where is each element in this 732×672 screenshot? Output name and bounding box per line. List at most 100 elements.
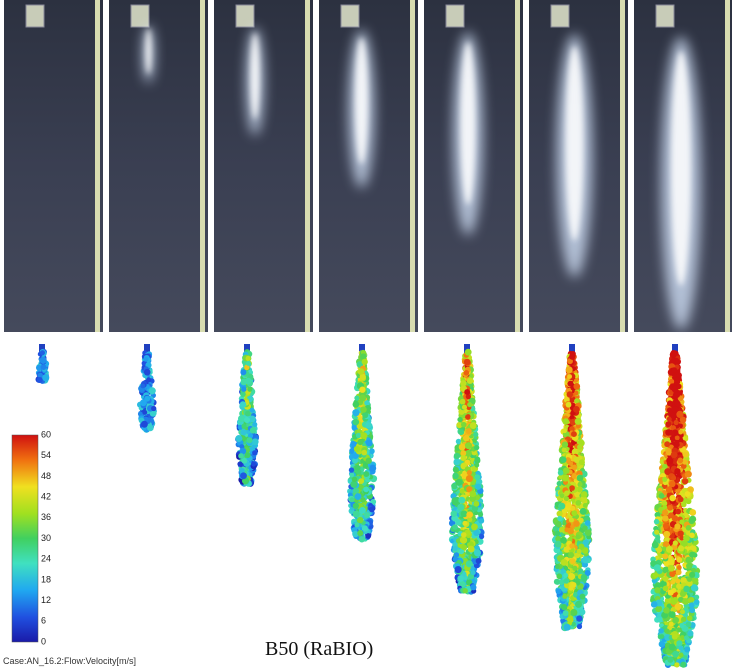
spray-particle: [670, 436, 675, 441]
spray-particle: [566, 366, 573, 373]
spray-particle: [558, 470, 564, 476]
spray-particle: [689, 516, 696, 523]
spray-particle: [240, 369, 246, 375]
spray-particle: [680, 662, 686, 668]
spray-particle: [579, 594, 585, 600]
spray-particle: [467, 470, 472, 475]
spray-particle: [664, 628, 669, 633]
spray-particle: [40, 350, 45, 355]
photo-panel: [4, 0, 103, 332]
colorbar-tick-label: 30: [41, 533, 51, 543]
spray-particle: [669, 379, 674, 384]
spray-particle: [694, 595, 699, 600]
spray-core: [671, 51, 691, 285]
spray-particle: [684, 647, 690, 653]
spray-particle: [568, 585, 573, 590]
spray-particle: [669, 481, 676, 488]
spray-particle: [678, 646, 683, 651]
spray-particle: [461, 422, 467, 428]
spray-particle: [247, 387, 252, 392]
spray-particle: [242, 458, 248, 464]
spray-particle: [355, 465, 361, 471]
spray-particle: [662, 505, 667, 510]
spray-particle: [674, 662, 679, 667]
spray-particle: [240, 472, 247, 479]
spray-particle: [663, 586, 669, 592]
spray-particle: [683, 586, 690, 593]
spray-particle: [676, 557, 682, 563]
spray-particle: [369, 448, 375, 454]
nozzle: [26, 5, 44, 27]
spray-particle: [471, 523, 478, 530]
spray-particle: [471, 570, 476, 575]
spray-particle: [461, 532, 467, 538]
spray-particle: [668, 565, 675, 572]
spray-particle: [141, 421, 148, 428]
spray-particle: [479, 534, 484, 539]
spray-particle: [664, 441, 670, 447]
panel-gap: [103, 0, 109, 332]
spray-particle: [664, 561, 670, 567]
spray-particle: [689, 572, 695, 578]
spray-particle: [585, 529, 592, 536]
colorbar-tick-label: 42: [41, 491, 51, 501]
spray-particle: [454, 552, 459, 557]
spray-particle: [455, 519, 461, 525]
spray-particle: [241, 387, 246, 392]
spray-particle: [556, 573, 562, 579]
panel-gap: [418, 0, 424, 332]
colorbar-tick-label: 18: [41, 574, 51, 584]
spray-particle: [562, 447, 567, 452]
ruler: [95, 0, 100, 332]
spray-particle: [464, 389, 470, 395]
spray-particle: [689, 607, 695, 613]
spray-particle: [140, 383, 145, 388]
spray-particle: [678, 531, 684, 537]
spray-particle: [240, 391, 246, 397]
spray-particle: [355, 493, 362, 500]
spray-particle: [685, 557, 691, 563]
spray-particle: [357, 530, 363, 536]
spray-particle: [354, 446, 360, 452]
spray-particle: [474, 445, 479, 450]
spray-particle: [149, 387, 156, 394]
spray-particle: [563, 418, 569, 424]
spray-particle: [667, 505, 673, 511]
colorbar-tick-label: 54: [41, 450, 51, 460]
spray-particle: [363, 527, 368, 532]
spray-particle: [563, 610, 569, 616]
spray-particle: [672, 406, 679, 413]
spray-particle: [665, 421, 671, 427]
nozzle: [551, 5, 569, 27]
spray-particle: [457, 575, 464, 582]
spray-particle: [568, 381, 574, 387]
spray-particle: [467, 377, 473, 383]
spray-particle: [689, 509, 696, 516]
spray-particle: [240, 401, 247, 408]
spray-particle: [473, 432, 478, 437]
spray-particle: [585, 520, 591, 526]
spray-particle: [561, 559, 568, 566]
spray-particle: [694, 599, 700, 605]
spray-particle: [245, 378, 251, 384]
spray-particle: [688, 597, 693, 602]
spray-particle: [676, 411, 683, 418]
spray-particle: [669, 644, 676, 651]
spray-particle: [366, 458, 372, 464]
spray-particle: [676, 569, 682, 575]
spray-particle: [674, 603, 681, 610]
spray-particle: [363, 487, 369, 493]
spray-particle: [42, 374, 49, 381]
spray-particle: [662, 515, 668, 521]
spray-particle: [563, 573, 568, 578]
spray-particle: [671, 358, 676, 363]
spray-particle: [470, 422, 477, 429]
colorbar-tick-label: 6: [41, 616, 46, 626]
spray-particle: [360, 374, 366, 380]
colorbar-tick-label: 36: [41, 512, 51, 522]
spray-particle: [478, 518, 484, 524]
spray-particle: [671, 475, 676, 480]
spray-particle: [683, 535, 690, 542]
spray-particle: [582, 557, 589, 564]
spray-particle: [464, 359, 471, 366]
